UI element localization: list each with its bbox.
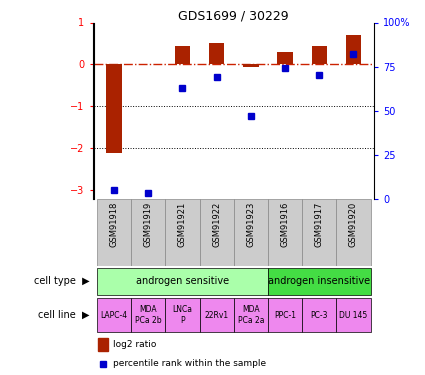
Bar (97, 298, 131, 332)
Text: cell line  ▶: cell line ▶ (38, 310, 89, 320)
Text: GSM91917: GSM91917 (315, 201, 324, 247)
Text: LNCa
P: LNCa P (173, 305, 193, 325)
Text: log2 ratio: log2 ratio (113, 340, 156, 349)
Bar (336, 298, 371, 332)
Text: GSM91919: GSM91919 (144, 201, 153, 247)
Bar (346, 35, 361, 64)
Text: 22Rv1: 22Rv1 (204, 310, 229, 320)
Bar (165, 199, 200, 266)
Bar (302, 298, 336, 332)
Text: DU 145: DU 145 (339, 310, 368, 320)
Bar (131, 298, 165, 332)
Title: GDS1699 / 30229: GDS1699 / 30229 (178, 9, 289, 22)
Bar (302, 199, 336, 266)
Text: GSM91923: GSM91923 (246, 201, 255, 247)
Text: PC-3: PC-3 (311, 310, 328, 320)
Bar (312, 46, 327, 64)
Bar (131, 199, 165, 266)
Bar (98, 338, 108, 351)
Bar (268, 298, 302, 332)
Bar (268, 268, 371, 295)
Text: GSM91918: GSM91918 (110, 201, 119, 247)
Bar (97, 199, 131, 266)
Bar (106, 64, 122, 153)
Text: PPC-1: PPC-1 (274, 310, 296, 320)
Bar (175, 46, 190, 64)
Bar (165, 298, 200, 332)
Text: MDA
PCa 2a: MDA PCa 2a (238, 305, 264, 325)
Bar (243, 64, 258, 67)
Text: GSM91921: GSM91921 (178, 201, 187, 247)
Bar (278, 52, 293, 64)
Text: percentile rank within the sample: percentile rank within the sample (113, 359, 266, 368)
Text: androgen sensitive: androgen sensitive (136, 276, 229, 286)
Bar (200, 298, 234, 332)
Text: MDA
PCa 2b: MDA PCa 2b (135, 305, 162, 325)
Text: GSM91922: GSM91922 (212, 201, 221, 247)
Text: androgen insensitive: androgen insensitive (268, 276, 370, 286)
Bar (97, 268, 268, 295)
Bar (336, 199, 371, 266)
Text: GSM91920: GSM91920 (349, 201, 358, 247)
Bar (268, 199, 302, 266)
Bar (200, 199, 234, 266)
Text: GSM91916: GSM91916 (280, 201, 289, 247)
Bar (209, 44, 224, 64)
Text: LAPC-4: LAPC-4 (100, 310, 128, 320)
Text: cell type  ▶: cell type ▶ (34, 276, 89, 286)
Bar (234, 199, 268, 266)
Bar (234, 298, 268, 332)
